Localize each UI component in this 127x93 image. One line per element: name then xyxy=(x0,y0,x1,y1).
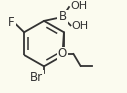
Text: Br: Br xyxy=(30,71,43,84)
Text: B: B xyxy=(58,10,67,23)
Text: F: F xyxy=(8,16,15,29)
Text: OH: OH xyxy=(72,21,89,31)
Text: O: O xyxy=(58,48,67,60)
Text: OH: OH xyxy=(70,1,87,11)
